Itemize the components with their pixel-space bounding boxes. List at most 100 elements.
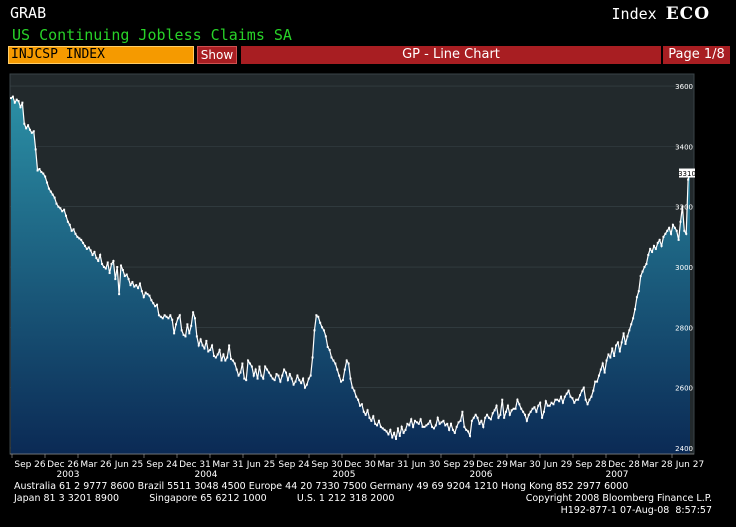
data-point [19,106,22,109]
data-point [463,425,466,428]
data-point [264,365,267,368]
x-tick-label: Jun 25 [246,460,275,470]
data-point [643,266,646,269]
data-point [626,335,629,338]
data-point [624,342,627,345]
data-point [567,389,570,392]
data-point [673,226,676,229]
y-tick-label: 2400 [675,445,693,453]
last-value-label: 3310 [678,170,696,178]
data-point [609,356,612,359]
x-tick-label: Mar 30 [509,460,541,470]
data-point [353,389,356,392]
data-point [578,394,581,397]
data-point [501,398,504,401]
data-point [615,344,618,347]
data-point [17,100,20,103]
data-point [258,365,261,368]
data-point [683,229,686,232]
data-point [590,395,593,398]
show-button[interactable]: Show [197,46,237,64]
data-point [104,267,107,270]
data-point [59,207,62,210]
data-point [11,95,14,98]
data-point [51,193,54,196]
data-point [651,250,654,253]
data-point [685,232,688,235]
data-point [582,386,585,389]
data-point [127,278,130,281]
data-point [99,253,102,256]
data-point [522,410,525,413]
y-tick-label: 3600 [675,83,693,91]
data-point [605,359,608,362]
data-point [63,208,66,211]
data-point [575,398,578,401]
data-point [601,362,604,365]
data-point [628,329,631,332]
data-point [671,223,674,226]
data-point [554,398,557,401]
data-point [95,256,98,259]
data-point [599,368,602,371]
data-point [254,368,257,371]
data-point [620,341,623,344]
data-point [410,418,413,421]
data-point [537,404,540,407]
data-point [607,353,610,356]
data-point [675,229,678,232]
data-point [283,368,286,371]
data-point [245,379,248,382]
data-point [248,362,251,365]
data-point [326,345,329,348]
x-tick-label: Dec 30 [344,460,376,470]
data-point [101,263,104,265]
x-tick-label: Mar 26 [80,460,112,470]
data-point [237,374,240,377]
data-point [476,416,479,419]
data-point [195,335,198,338]
data-point [340,380,343,383]
data-point [677,238,680,241]
data-point [106,261,109,264]
data-point [518,403,521,406]
data-point [180,329,183,332]
data-point [577,398,580,401]
data-point [224,359,227,362]
data-point [167,317,170,320]
x-tick-label: Sep 24 [278,460,310,470]
data-point [154,305,157,308]
data-point [652,244,655,247]
data-point [453,431,456,434]
ticker-input[interactable]: INJCSP INDEX [8,46,194,64]
data-point [493,409,496,412]
data-point [332,359,335,362]
data-point [434,424,437,427]
data-point [218,348,221,351]
data-point [231,359,234,362]
data-point [129,284,132,287]
data-point [157,314,160,317]
data-point [313,329,316,332]
data-point [53,196,56,199]
data-point [239,371,242,374]
data-point [44,175,47,178]
x-tick-label: Dec 26 [47,460,79,470]
x-tick-label: Sep 24 [146,460,178,470]
data-point [138,282,141,285]
year-label: 2003 [57,470,80,480]
data-point [446,422,449,425]
page-indicator[interactable]: Page 1/8 [663,46,730,64]
footer-timestamp: H192-877-1 07-Aug-08 8:57:57 [560,505,712,516]
year-label: 2004 [195,470,218,480]
data-point [533,406,536,409]
data-point [413,419,416,422]
data-point [137,287,140,290]
data-point [461,410,464,413]
data-point [561,401,564,404]
data-point [395,437,398,440]
data-point [444,424,447,427]
data-point [465,428,468,431]
x-tick-label: Sep 28 [575,460,607,470]
data-point [391,436,394,439]
